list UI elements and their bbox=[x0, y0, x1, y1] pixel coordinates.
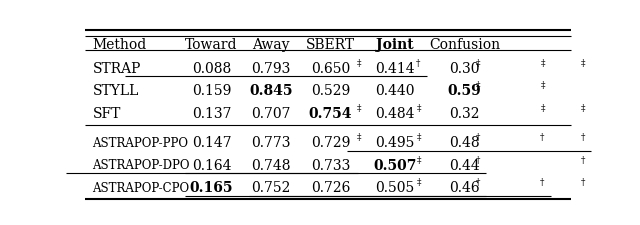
Text: ‡: ‡ bbox=[581, 59, 586, 68]
Text: 0.495: 0.495 bbox=[375, 136, 415, 150]
Text: 0.707: 0.707 bbox=[252, 107, 291, 121]
Text: 0.44: 0.44 bbox=[449, 159, 480, 173]
Text: 0.48: 0.48 bbox=[449, 136, 480, 150]
Text: 0.147: 0.147 bbox=[191, 136, 231, 150]
Text: Away: Away bbox=[252, 38, 290, 52]
Text: 0.733: 0.733 bbox=[311, 159, 350, 173]
Text: Toward: Toward bbox=[185, 38, 237, 52]
Text: †: † bbox=[540, 178, 545, 187]
Text: ‡: ‡ bbox=[581, 104, 586, 113]
Text: 0.484: 0.484 bbox=[375, 107, 415, 121]
Text: ASTRAPOP-CPO: ASTRAPOP-CPO bbox=[92, 182, 189, 195]
Text: 0.752: 0.752 bbox=[252, 181, 291, 195]
Text: 0.088: 0.088 bbox=[192, 62, 231, 76]
Text: 0.650: 0.650 bbox=[311, 62, 350, 76]
Text: SBERT: SBERT bbox=[306, 38, 355, 52]
Text: ‡: ‡ bbox=[476, 59, 480, 68]
Text: ASTRAPOP-DPO: ASTRAPOP-DPO bbox=[92, 159, 190, 172]
Text: ‡: ‡ bbox=[356, 59, 361, 68]
Text: 0.440: 0.440 bbox=[375, 84, 415, 98]
Text: †: † bbox=[540, 133, 545, 142]
Text: ‡: ‡ bbox=[356, 133, 361, 142]
Text: 0.773: 0.773 bbox=[252, 136, 291, 150]
Text: †: † bbox=[581, 133, 586, 142]
Text: Joint: Joint bbox=[376, 38, 414, 52]
Text: 0.845: 0.845 bbox=[249, 84, 292, 98]
Text: †: † bbox=[416, 59, 420, 68]
Text: †: † bbox=[476, 156, 480, 165]
Text: STYLL: STYLL bbox=[92, 84, 139, 98]
Text: Confusion: Confusion bbox=[429, 38, 500, 52]
Text: 0.165: 0.165 bbox=[189, 181, 233, 195]
Text: SFT: SFT bbox=[92, 107, 121, 121]
Text: ‡: ‡ bbox=[416, 133, 420, 142]
Text: 0.748: 0.748 bbox=[252, 159, 291, 173]
Text: †: † bbox=[581, 178, 586, 187]
Text: 0.529: 0.529 bbox=[311, 84, 350, 98]
Text: 0.793: 0.793 bbox=[252, 62, 291, 76]
Text: 0.729: 0.729 bbox=[311, 136, 350, 150]
Text: 0.414: 0.414 bbox=[375, 62, 415, 76]
Text: 0.505: 0.505 bbox=[375, 181, 415, 195]
Text: 0.46: 0.46 bbox=[449, 181, 480, 195]
Text: †: † bbox=[476, 133, 480, 142]
Text: 0.754: 0.754 bbox=[308, 107, 352, 121]
Text: 0.507: 0.507 bbox=[373, 159, 417, 173]
Text: Method: Method bbox=[92, 38, 147, 52]
Text: ‡: ‡ bbox=[540, 104, 545, 113]
Text: ‡: ‡ bbox=[540, 59, 545, 68]
Text: †: † bbox=[581, 156, 586, 165]
Text: †: † bbox=[476, 178, 480, 187]
Text: ‡: ‡ bbox=[356, 104, 361, 113]
Text: ‡: ‡ bbox=[416, 178, 420, 187]
Text: STRAP: STRAP bbox=[92, 62, 141, 76]
Text: 0.30: 0.30 bbox=[449, 62, 479, 76]
Text: ‡: ‡ bbox=[416, 104, 420, 113]
Text: ‡: ‡ bbox=[416, 156, 420, 165]
Text: 0.32: 0.32 bbox=[449, 107, 479, 121]
Text: 0.59: 0.59 bbox=[447, 84, 481, 98]
Text: 0.164: 0.164 bbox=[192, 159, 231, 173]
Text: ‡: ‡ bbox=[476, 81, 480, 90]
Text: ASTRAPOP-PPO: ASTRAPOP-PPO bbox=[92, 137, 188, 150]
Text: 0.137: 0.137 bbox=[192, 107, 231, 121]
Text: 0.726: 0.726 bbox=[311, 181, 350, 195]
Text: 0.159: 0.159 bbox=[192, 84, 231, 98]
Text: ‡: ‡ bbox=[540, 81, 545, 90]
